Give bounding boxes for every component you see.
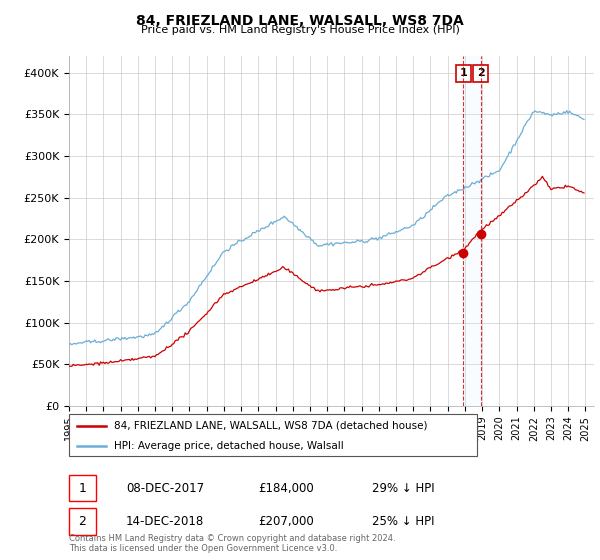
Bar	[463, 56, 481, 406]
Text: 2: 2	[79, 515, 86, 528]
Text: 84, FRIEZLAND LANE, WALSALL, WS8 7DA (detached house): 84, FRIEZLAND LANE, WALSALL, WS8 7DA (de…	[114, 421, 427, 431]
Text: 08-DEC-2017: 08-DEC-2017	[126, 482, 204, 494]
Text: Contains HM Land Registry data © Crown copyright and database right 2024.
This d: Contains HM Land Registry data © Crown c…	[69, 534, 395, 553]
Text: HPI: Average price, detached house, Walsall: HPI: Average price, detached house, Wals…	[114, 441, 344, 451]
Text: £184,000: £184,000	[258, 482, 314, 494]
Text: 25% ↓ HPI: 25% ↓ HPI	[372, 515, 434, 528]
Text: 29% ↓ HPI: 29% ↓ HPI	[372, 482, 434, 494]
Text: 14-DEC-2018: 14-DEC-2018	[126, 515, 204, 528]
Text: 1: 1	[460, 68, 467, 78]
FancyBboxPatch shape	[69, 414, 477, 456]
Text: £207,000: £207,000	[258, 515, 314, 528]
Text: Price paid vs. HM Land Registry's House Price Index (HPI): Price paid vs. HM Land Registry's House …	[140, 25, 460, 35]
Text: 84, FRIEZLAND LANE, WALSALL, WS8 7DA: 84, FRIEZLAND LANE, WALSALL, WS8 7DA	[136, 14, 464, 28]
Text: 1: 1	[79, 482, 86, 494]
Text: 2: 2	[477, 68, 485, 78]
